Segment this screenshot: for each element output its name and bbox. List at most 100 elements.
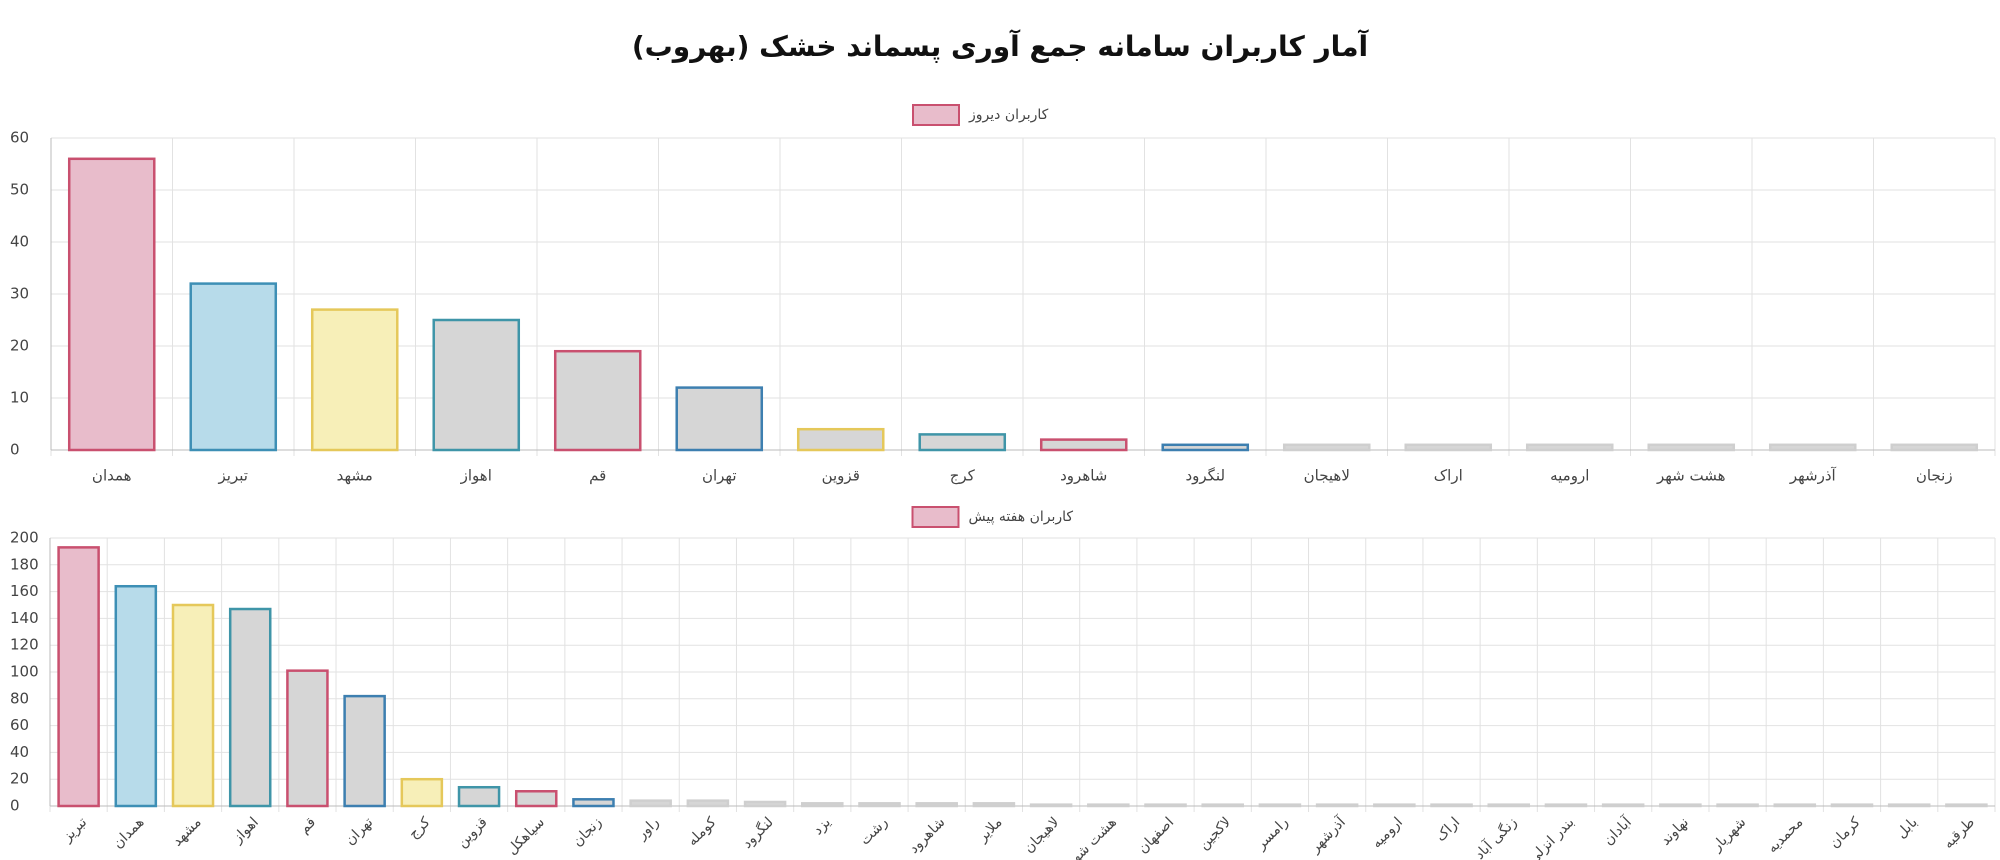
bar xyxy=(1768,443,1857,452)
x-tick-label: زنجان xyxy=(1916,467,1953,485)
y-tick-label: 10 xyxy=(10,389,29,407)
bar xyxy=(1601,803,1645,808)
bar xyxy=(171,603,215,808)
y-tick-label: 120 xyxy=(10,636,39,654)
bar xyxy=(514,790,558,808)
y-tick-label: 30 xyxy=(10,285,29,303)
x-tick-label: اراک xyxy=(1434,467,1463,485)
x-tick-label: بابل xyxy=(1894,814,1921,841)
bar xyxy=(1087,803,1130,808)
x-tick-label: هشت شهر xyxy=(1656,467,1726,485)
x-tick-label: تهران xyxy=(702,467,737,485)
x-tick-label: شاهرود xyxy=(906,814,949,857)
bar xyxy=(114,584,158,808)
y-tick-label: 0 xyxy=(10,441,20,459)
bar xyxy=(1315,803,1359,808)
bar xyxy=(1659,803,1702,808)
bar xyxy=(629,799,672,808)
x-tick-label: زنگی آباد xyxy=(1471,814,1520,860)
x-tick-label: آبادان xyxy=(1600,813,1636,849)
x-tick-label: شاهرود xyxy=(1060,467,1107,485)
bar xyxy=(286,669,329,808)
x-tick-label: رشت xyxy=(857,814,891,848)
bar xyxy=(1945,803,1988,808)
x-tick-label: لاهیجان xyxy=(1304,467,1350,485)
bar xyxy=(915,802,958,808)
legend-label: کاربران دیروز xyxy=(968,107,1049,123)
bar xyxy=(686,799,730,808)
bar xyxy=(743,800,787,808)
x-tick-label: قزوین xyxy=(822,467,860,485)
bar xyxy=(343,694,386,808)
y-tick-label: 60 xyxy=(10,716,29,734)
bar xyxy=(918,433,1007,452)
x-tick-label: ارومیه xyxy=(1550,467,1589,485)
x-tick-label: طرقبه xyxy=(1940,814,1978,852)
x-tick-label: لاهیجان xyxy=(1021,814,1063,856)
bar xyxy=(1201,803,1244,808)
y-tick-label: 50 xyxy=(10,181,29,199)
bar xyxy=(801,802,844,808)
bar xyxy=(972,802,1016,808)
y-tick-label: 200 xyxy=(10,529,39,547)
y-tick-label: 140 xyxy=(10,609,39,627)
y-tick-label: 100 xyxy=(10,663,39,681)
x-tick-label: اراک xyxy=(1433,814,1463,844)
bar xyxy=(400,777,444,808)
bar xyxy=(1525,443,1614,452)
bar xyxy=(189,282,278,452)
x-tick-label: کرج xyxy=(950,467,976,486)
x-tick-label: راور xyxy=(633,814,662,843)
bar xyxy=(1890,443,1979,452)
x-tick-label: آذرشهر xyxy=(1306,813,1350,857)
x-tick-label: اصفهان xyxy=(1135,814,1177,856)
bar xyxy=(1716,803,1759,808)
x-tick-label: سیاهکل xyxy=(504,814,548,858)
bar xyxy=(675,386,764,452)
bar xyxy=(228,607,272,808)
bar xyxy=(1647,443,1736,452)
y-tick-label: 80 xyxy=(10,689,29,707)
bar xyxy=(796,427,885,452)
bar xyxy=(1144,803,1187,808)
bar xyxy=(1487,803,1531,808)
bar xyxy=(1373,803,1416,808)
legend-swatch xyxy=(911,506,960,528)
x-tick-label: شهریار xyxy=(1708,814,1749,855)
x-tick-label: کرج xyxy=(406,814,434,842)
legend-swatch xyxy=(912,104,960,126)
x-tick-label: کرمان xyxy=(1827,814,1864,851)
x-tick-label: آذرشهر xyxy=(1789,467,1837,485)
y-tick-label: 180 xyxy=(10,555,39,573)
bar xyxy=(57,546,100,808)
x-tick-label: بندر انزلی xyxy=(1525,814,1577,860)
y-tick-label: 0 xyxy=(10,797,20,815)
y-tick-label: 40 xyxy=(10,233,29,251)
bar xyxy=(1258,803,1302,808)
x-tick-label: اهواز xyxy=(229,814,262,847)
x-tick-label: ارومیه xyxy=(1369,814,1406,851)
x-tick-label: زنجان xyxy=(570,814,606,850)
x-tick-label: لنگرود xyxy=(739,814,777,852)
y-tick-label: 20 xyxy=(10,337,29,355)
x-tick-label: تبریز xyxy=(218,467,248,485)
y-tick-label: 160 xyxy=(10,582,39,600)
x-tick-label: مشهد xyxy=(169,814,204,849)
x-tick-label: قم xyxy=(296,814,319,837)
y-tick-label: 20 xyxy=(10,770,29,788)
bar xyxy=(572,798,615,808)
bar xyxy=(432,318,521,452)
chart-title: آمار کاربران سامانه جمع آوری پسماند خشک … xyxy=(632,29,1370,63)
legend-label: کاربران هفته پیش xyxy=(969,509,1074,525)
x-tick-label: نهاوند xyxy=(1658,814,1692,848)
x-tick-label: مشهد xyxy=(337,467,373,485)
bar xyxy=(1029,803,1073,808)
bar xyxy=(310,308,399,452)
x-tick-label: کومله xyxy=(684,814,719,849)
bar xyxy=(1544,803,1588,808)
x-tick-label: تهران xyxy=(342,814,376,848)
bar xyxy=(1404,443,1493,452)
y-tick-label: 40 xyxy=(10,743,29,761)
